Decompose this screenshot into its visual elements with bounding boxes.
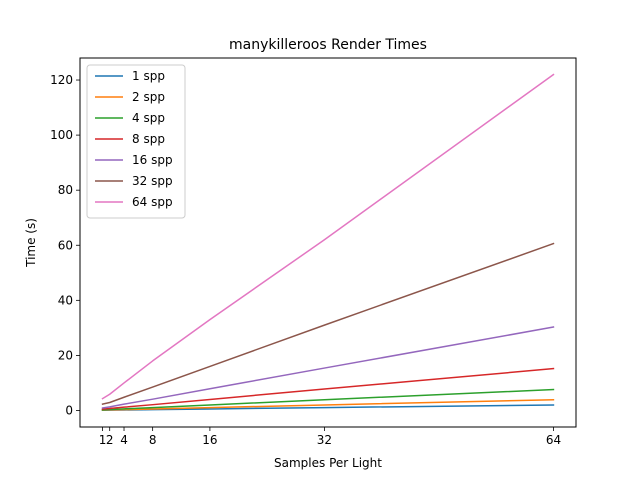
legend: 1 spp 2 spp 4 spp 8 spp 16 spp 32 spp 64 spp — [86, 64, 186, 219]
series-line-4-spp — [101, 388, 555, 411]
y-tick-label: 0 — [65, 403, 73, 417]
legend-label: 4 spp — [132, 111, 165, 125]
y-axis-ticks: 0 20 40 60 80 100 120 — [50, 73, 80, 417]
plot-area: 1 2 4 8 16 32 64 0 20 40 60 80 100 120 — [50, 57, 577, 447]
y-tick-label: 20 — [58, 348, 73, 362]
chart-title: manykilleroos Render Times — [229, 37, 427, 53]
x-tick-label: 64 — [546, 433, 561, 447]
y-tick-label: 60 — [58, 238, 73, 252]
x-axis-ticks: 1 2 4 8 16 32 64 — [99, 427, 561, 447]
legend-label: 8 spp — [132, 132, 165, 146]
x-tick-label: 16 — [202, 433, 217, 447]
axes-frame — [79, 57, 577, 428]
legend-label: 64 spp — [132, 195, 173, 209]
x-axis-title: Samples Per Light — [274, 456, 382, 470]
legend-label: 1 spp — [132, 69, 165, 83]
legend-label: 16 spp — [132, 153, 173, 167]
series-line-8-spp — [101, 367, 555, 410]
y-tick-label: 80 — [58, 183, 73, 197]
legend-label: 2 spp — [132, 90, 165, 104]
y-axis-title: Time (s) — [24, 218, 38, 268]
x-tick-label: 1 — [99, 433, 107, 447]
x-tick-label: 8 — [149, 433, 157, 447]
series-line-16-spp — [101, 326, 555, 409]
series-line-64-spp — [101, 73, 555, 400]
x-tick-label: 32 — [317, 433, 332, 447]
y-tick-label: 100 — [50, 128, 73, 142]
legend-box — [86, 64, 186, 219]
legend-label: 32 spp — [132, 174, 173, 188]
series-line-32-spp — [101, 242, 555, 406]
y-tick-label: 120 — [50, 73, 73, 87]
x-tick-label: 4 — [120, 433, 128, 447]
y-tick-label: 40 — [58, 293, 73, 307]
x-tick-label: 2 — [106, 433, 114, 447]
series-lines — [101, 73, 555, 411]
